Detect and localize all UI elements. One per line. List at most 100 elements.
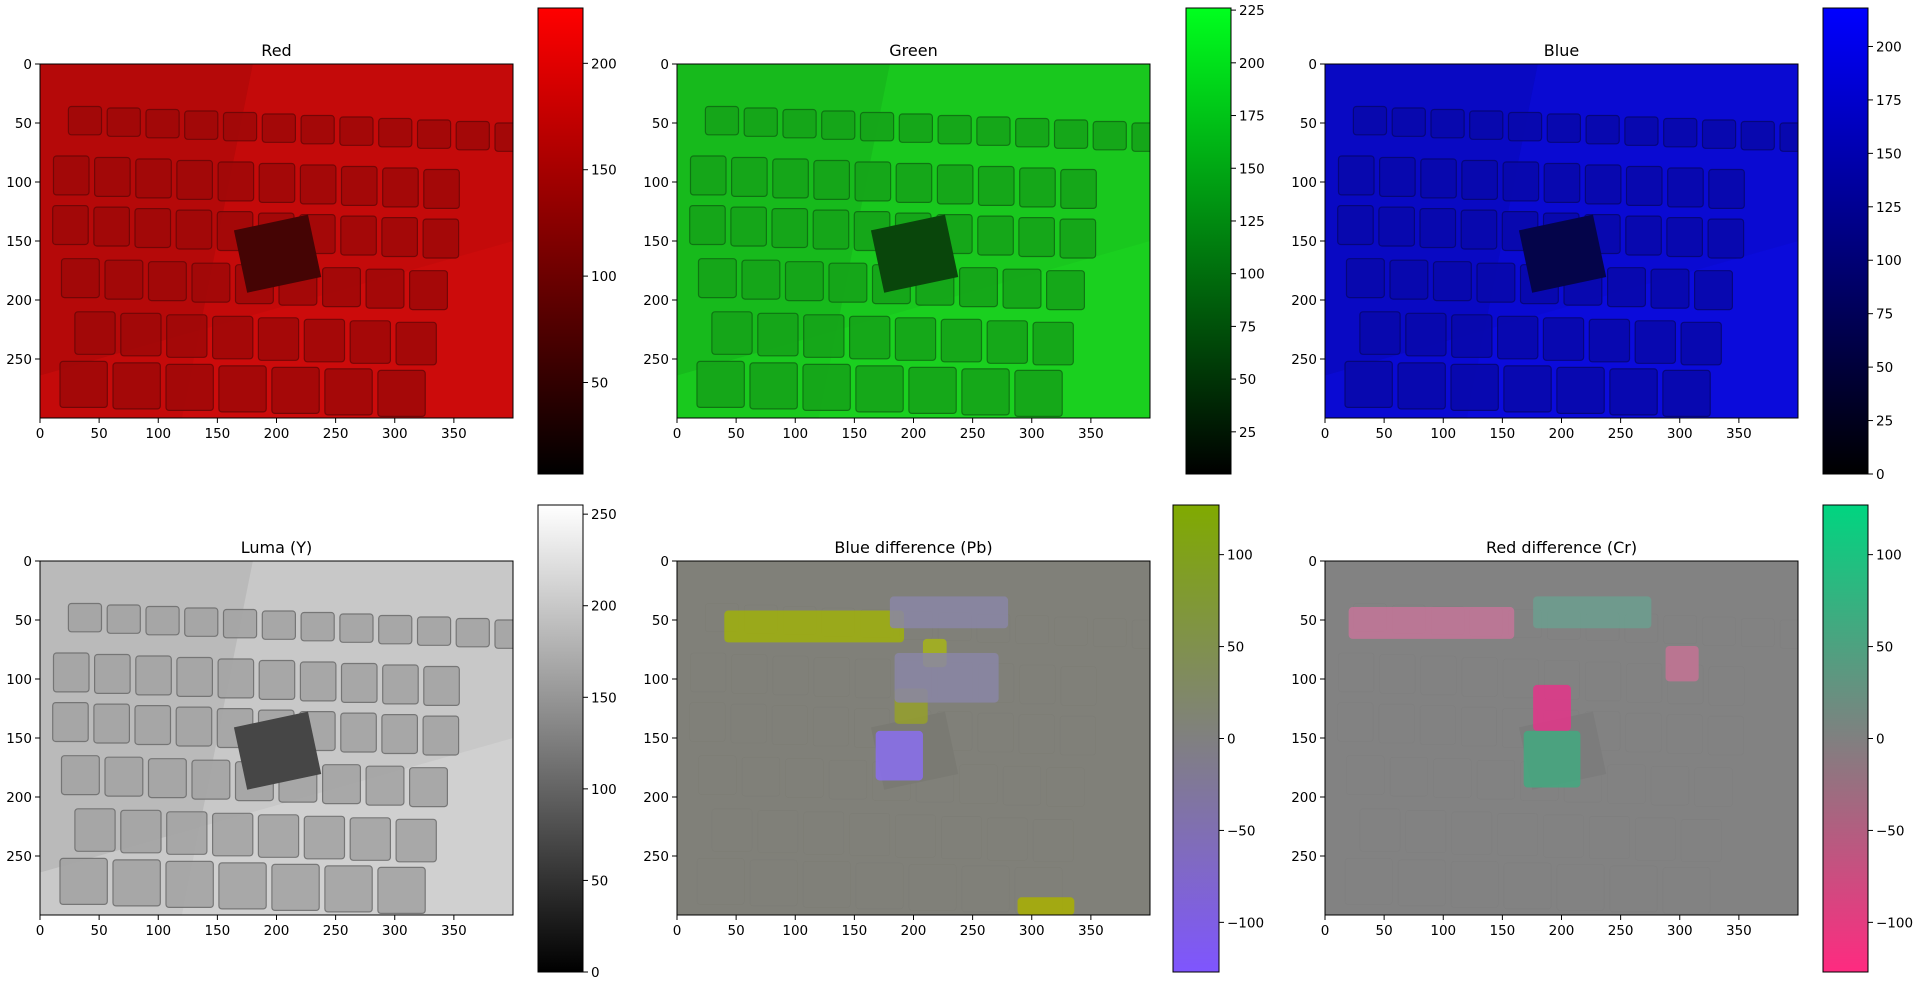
key-shape xyxy=(855,365,904,413)
key-shape xyxy=(828,262,868,303)
key-shape xyxy=(771,705,808,745)
colorbar-tick-label: 50 xyxy=(591,376,608,392)
x-tick-label: 100 xyxy=(1430,426,1456,442)
colorbar-tick-label: 75 xyxy=(1239,319,1256,335)
x-tick-label: 50 xyxy=(91,923,108,939)
key-shape xyxy=(1054,616,1088,646)
key-shape xyxy=(222,111,258,142)
key-shape xyxy=(112,859,161,907)
x-tick-label: 300 xyxy=(1667,923,1693,939)
key-shape xyxy=(93,156,131,198)
key-shape xyxy=(1378,206,1416,247)
y-tick-label: 150 xyxy=(1291,234,1317,250)
key-shape xyxy=(848,315,891,360)
y-tick-label: 50 xyxy=(1300,116,1317,132)
key-shape xyxy=(135,158,172,199)
color-patch xyxy=(1523,730,1581,788)
x-tick-label: 100 xyxy=(145,923,171,939)
key-shape xyxy=(1391,107,1426,137)
key-shape xyxy=(785,758,824,798)
color-patch xyxy=(889,596,1009,629)
key-shape xyxy=(147,758,187,799)
colorbar-tick-label: 50 xyxy=(1239,372,1256,388)
colorbar-tick-label: 75 xyxy=(1876,307,1893,323)
y-tick-label: 200 xyxy=(6,790,32,806)
key-shape xyxy=(271,366,320,414)
key-shape xyxy=(120,809,162,854)
colorbar-tick-label: 125 xyxy=(1239,214,1265,230)
key-shape xyxy=(1359,808,1401,852)
key-shape xyxy=(175,706,213,747)
y-tick-label: 250 xyxy=(6,849,32,865)
key-shape xyxy=(986,320,1029,364)
x-tick-label: 350 xyxy=(1726,923,1752,939)
key-shape xyxy=(959,764,998,804)
key-shape xyxy=(1420,655,1457,696)
colorbar-tick-label: 50 xyxy=(1227,640,1244,656)
key-shape xyxy=(67,105,103,136)
key-shape xyxy=(1344,858,1393,905)
key-shape xyxy=(937,114,972,145)
key-shape xyxy=(1389,756,1429,797)
key-shape xyxy=(1662,369,1711,417)
sd-card-shape xyxy=(233,711,322,790)
colorbar-frame xyxy=(537,504,584,973)
key-shape xyxy=(771,208,809,249)
key-shape xyxy=(93,206,131,247)
key-shape xyxy=(940,318,983,363)
x-tick-label: 350 xyxy=(441,923,467,939)
x-tick-label: 0 xyxy=(1321,426,1330,442)
key-shape xyxy=(908,366,957,414)
color-patch xyxy=(875,730,923,781)
key-shape xyxy=(1433,758,1472,798)
key-shape xyxy=(1701,119,1737,149)
key-shape xyxy=(757,809,799,854)
image-area xyxy=(40,561,513,915)
key-shape xyxy=(730,156,768,198)
x-tick-label: 200 xyxy=(901,426,927,442)
key-shape xyxy=(52,205,89,246)
plot-title: Luma (Y) xyxy=(241,538,313,557)
y-tick-label: 100 xyxy=(6,672,32,688)
color-patch xyxy=(894,653,999,703)
key-shape xyxy=(423,168,460,210)
key-shape xyxy=(52,155,90,196)
x-tick-label: 150 xyxy=(204,923,230,939)
key-shape xyxy=(1032,321,1074,366)
key-shape xyxy=(812,706,850,747)
colorbar-tick-label: 200 xyxy=(591,56,617,72)
key-shape xyxy=(1432,261,1472,302)
key-shape xyxy=(784,261,824,302)
key-shape xyxy=(261,113,296,143)
key-shape xyxy=(324,368,373,416)
colorbar-tick-label: 100 xyxy=(1876,253,1902,269)
key-shape xyxy=(1662,867,1711,914)
key-shape xyxy=(711,311,753,355)
x-tick-label: 0 xyxy=(36,923,45,939)
key-shape xyxy=(409,270,449,311)
key-shape xyxy=(93,653,131,695)
colorbar-tick-label: 100 xyxy=(1239,267,1265,283)
key-shape xyxy=(1397,859,1446,907)
subplot-6: Red difference (Cr) 0 50 100 150 200 250 300 350… xyxy=(1291,504,1913,973)
key-shape xyxy=(855,862,904,910)
key-shape xyxy=(698,755,737,795)
key-shape xyxy=(349,817,392,861)
y-tick-label: 200 xyxy=(6,293,32,309)
colorbar-tick-label: 200 xyxy=(591,599,617,615)
key-shape xyxy=(218,365,267,413)
key-shape xyxy=(1634,320,1676,364)
x-tick-label: 200 xyxy=(1549,426,1575,442)
x-tick-label: 200 xyxy=(264,426,290,442)
x-tick-label: 350 xyxy=(1078,923,1104,939)
key-shape xyxy=(1556,366,1605,414)
key-shape xyxy=(908,864,957,911)
colorbar-tick-label: −100 xyxy=(1876,915,1913,931)
key-shape xyxy=(165,363,214,411)
key-shape xyxy=(1542,317,1585,361)
key-shape xyxy=(176,656,213,698)
key-shape xyxy=(339,116,374,146)
plot-title: Green xyxy=(889,41,937,60)
key-shape xyxy=(1092,120,1127,151)
key-shape xyxy=(52,701,89,743)
